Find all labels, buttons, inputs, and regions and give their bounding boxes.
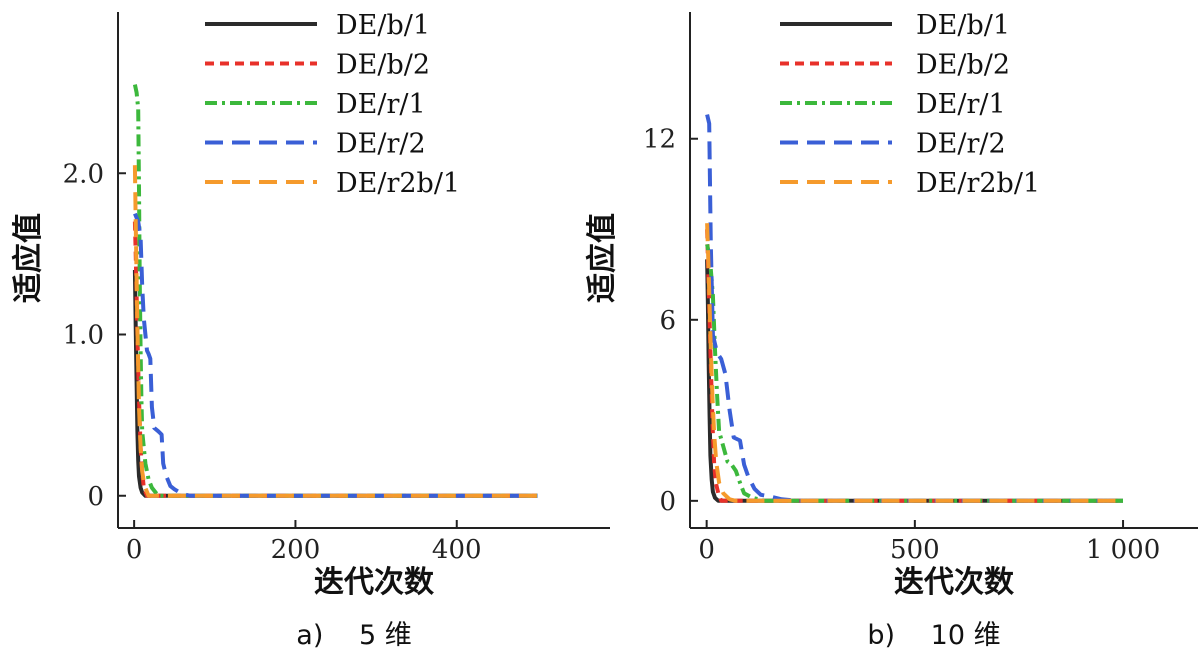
series-line-DE-b-1 [705,259,1123,503]
legend-label: DE/r/1 [916,89,1006,120]
y-tick-label: 0 [87,482,104,512]
chart-panel-2: 0 6 12 0 500 1 000 DE/b/1 DE/b/2 DE/r/1 DE/r/2 DE/… [585,10,1198,651]
x-axis-title: 迭代次数 [894,565,1015,600]
legend-label: DE/r2b/1 [336,168,460,199]
legend-label: DE/r/1 [336,89,426,120]
x-tick-label: 1 000 [1086,535,1160,565]
series-line-DE-r-2 [133,212,538,498]
y-axis-title: 适应值 [11,213,46,303]
y-tick-label: 6 [659,306,676,336]
x-tick-label: 200 [271,535,321,565]
x-tick-label: 0 [126,535,143,565]
panel-caption: a) 5 维 [296,620,411,651]
y-tick-label: 1.0 [63,321,104,351]
series-line-DE-b-1 [132,269,538,498]
y-axis-title: 适应值 [585,213,620,303]
legend-label: DE/b/1 [336,10,430,41]
legend-label: DE/r2b/1 [916,168,1040,199]
chart-panel-1: 0 1.0 2.0 0 200 400 DE/b/1 DE/b/2 DE/r/1 DE/r/2 DE… [11,10,610,651]
series-line-DE-r2b-1 [705,223,1123,503]
series-line-DE-r-1 [705,244,1123,503]
legend-label: DE/b/2 [336,50,430,81]
y-tick-label: 12 [643,125,676,155]
panel-caption: b) 10 维 [867,620,1000,651]
series-line-DE-r-2 [705,114,1123,503]
y-tick-label: 2.0 [63,159,104,189]
legend-label: DE/b/2 [916,50,1010,81]
x-tick-label: 500 [890,535,940,565]
x-axis-title: 迭代次数 [314,565,435,600]
legend-label: DE/r/2 [336,129,426,160]
x-tick-label: 400 [432,535,482,565]
series-line-DE-b-2 [132,221,538,498]
series-line-DE-b-2 [705,229,1123,503]
legend-label: DE/r/2 [916,129,1006,160]
series-line-DE-r2b-1 [132,165,538,498]
y-tick-label: 0 [659,487,676,517]
legend-label: DE/b/1 [916,10,1010,41]
series-line-DE-r-1 [132,84,538,498]
x-tick-label: 0 [698,535,715,565]
